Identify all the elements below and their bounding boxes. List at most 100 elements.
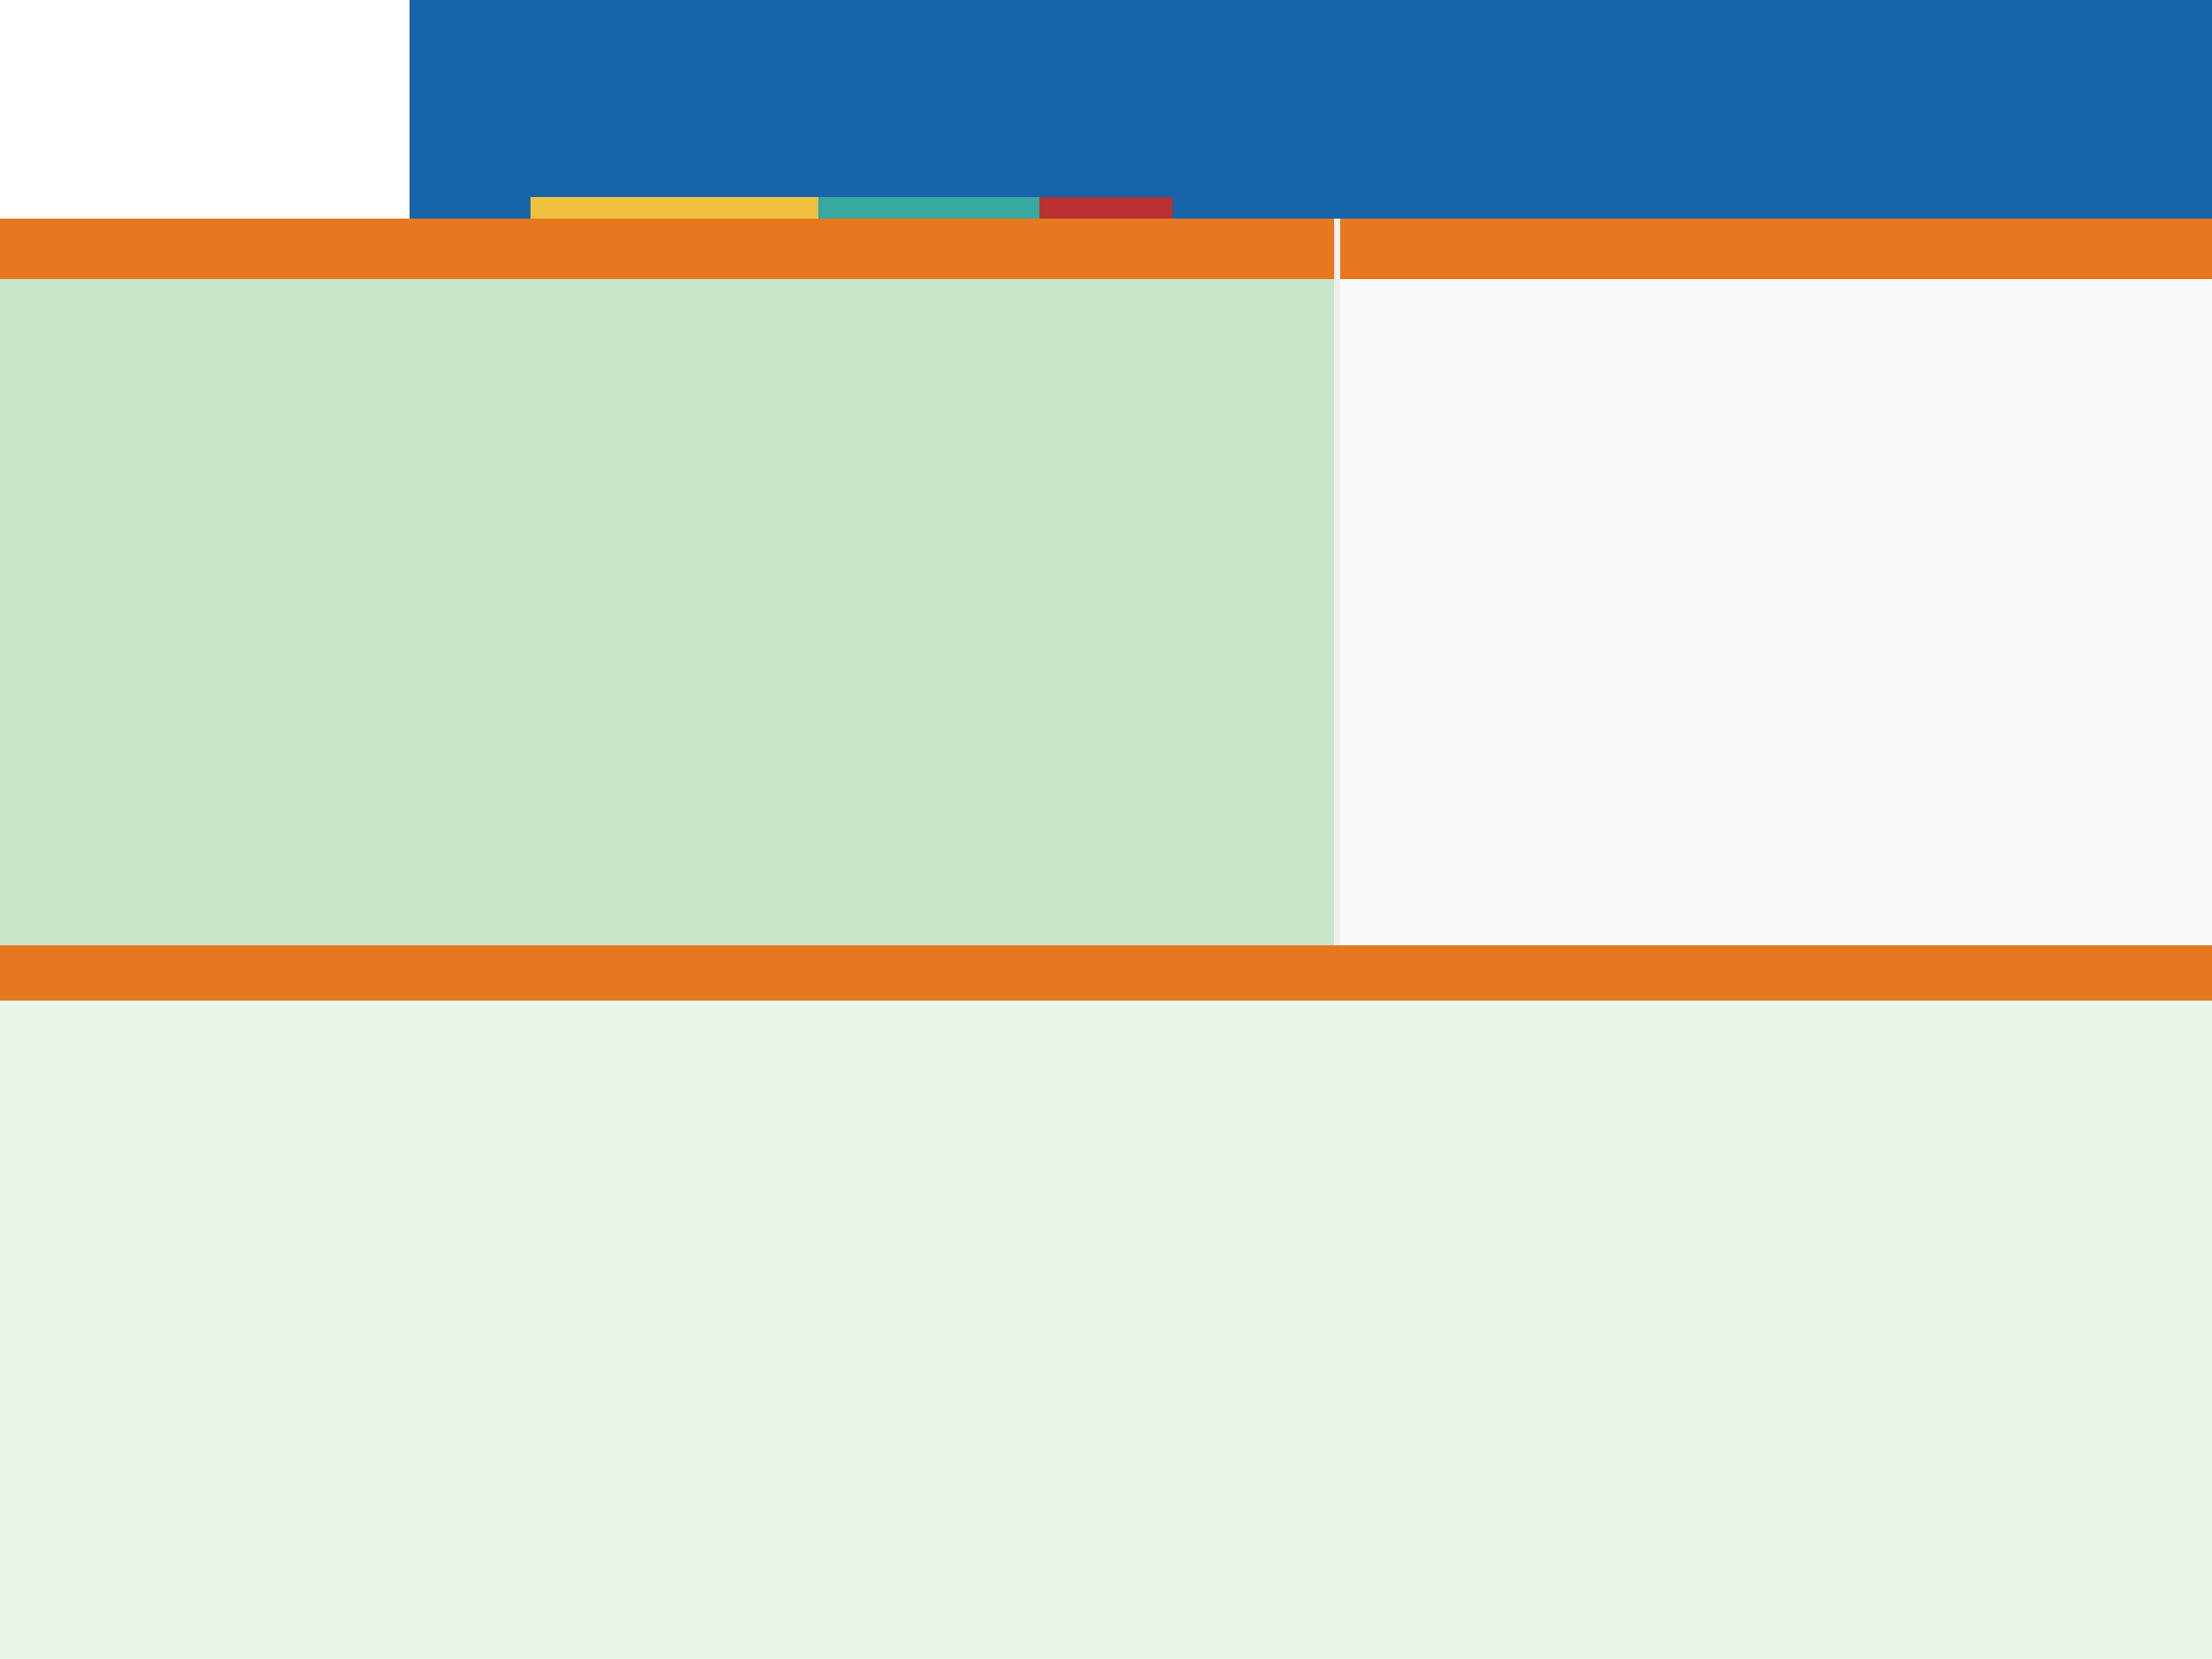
Text: CIGARETTES: CIGARETTES xyxy=(1033,572,1082,581)
Text: Heterosexual: Heterosexual xyxy=(1922,773,1980,781)
Text: Asian: Asian xyxy=(1922,538,1947,546)
Text: CO Level: CO Level xyxy=(1360,879,1407,888)
Text: Age: Age xyxy=(1360,800,1380,808)
Text: Name Brands (n = 30): Name Brands (n = 30) xyxy=(27,1007,108,1015)
Title: Menthol and
Flavors Available: Menthol and Flavors Available xyxy=(1425,994,1482,1012)
Bar xyxy=(1911,659,2203,707)
Text: Cigarettes and no flavored E-cigarettes Available: Cigarettes and no flavored E-cigarettes … xyxy=(1354,576,1582,584)
X-axis label: Unit Price (per cigarette): Unit Price (per cigarette) xyxy=(763,1332,823,1335)
Text: $16.79: $16.79 xyxy=(721,372,737,375)
Bar xyxy=(650,665,761,876)
Text: Female: Female xyxy=(1922,348,1953,357)
Text: JUUL Virginia Tobacco: JUUL Virginia Tobacco xyxy=(675,1022,726,1025)
Bar xyxy=(801,705,1314,936)
Text: JUU: JUU xyxy=(699,398,706,401)
Text: Supported by: NCI and FDA: Supported by: NCI and FDA xyxy=(131,1627,210,1634)
Bar xyxy=(400,665,511,876)
Text: 2%: 2% xyxy=(2179,538,2192,546)
Text: $16.79: $16.79 xyxy=(283,372,299,375)
Legend: Menthol & Flavors, Menthol & No Flavors, Non-Menthol & Flavors, Non-Menthol & No: Menthol & Flavors, Menthol & No Flavors,… xyxy=(29,1279,108,1309)
Title: Non-Menthol and
Flavors Available: Non-Menthol and Flavors Available xyxy=(1916,994,1973,1012)
Bar xyxy=(352,382,451,612)
Text: Sharma, & Richard J. O’Connor, Amanda J. Quisenberry: Sharma, & Richard J. O’Connor, Amanda J.… xyxy=(1626,81,1874,90)
Text: but only among name brand: but only among name brand xyxy=(343,1455,456,1462)
Text: 4%: 4% xyxy=(2179,820,2192,830)
Y-axis label: Nicotine Purchased (mg): Nicotine Purchased (mg) xyxy=(0,1428,2,1511)
Text: Race: Race xyxy=(1922,395,1947,405)
Text: • Within-participant comparison with: • Within-participant comparison with xyxy=(1354,307,1524,315)
Text: name brand (top) and native: name brand (top) and native xyxy=(343,1145,458,1151)
Text: Nicorette Cinnamon Gum: Nicorette Cinnamon Gum xyxy=(982,1022,1042,1025)
Bar xyxy=(24,382,124,612)
Text: $18.99: $18.99 xyxy=(71,655,88,659)
Text: and no flavored E-cigarettes Available; Non-menthol: and no flavored E-cigarettes Available; … xyxy=(1354,539,1597,547)
Text: Cigarettes Per Day: Cigarettes Per Day xyxy=(1360,839,1462,848)
Title: Menthol and No Flavors Available: Menthol and No Flavors Available xyxy=(743,1327,843,1332)
Text: reveled even with this small: reveled even with this small xyxy=(343,1264,453,1271)
Bar xyxy=(1911,282,2203,328)
Bar xyxy=(148,665,261,876)
Text: FTND Score: FTND Score xyxy=(1360,919,1422,927)
Bar xyxy=(1911,566,2203,612)
Text: 11%: 11% xyxy=(2172,584,2192,592)
Text: Newport: Newport xyxy=(827,362,874,370)
Text: More than one: More than one xyxy=(1922,584,1984,592)
Text: ROSWELL: ROSWELL xyxy=(219,45,310,61)
Text: The Experimental Tobacco Marketplace (ETM): The Experimental Tobacco Marketplace (ET… xyxy=(436,241,898,257)
Text: JUUL Mango: JUUL Mango xyxy=(1084,1022,1113,1025)
Text: 4%: 4% xyxy=(2179,868,2192,876)
Text: $16.79: $16.79 xyxy=(394,372,409,375)
Bar xyxy=(11,295,774,362)
Bar xyxy=(1911,896,2203,942)
Text: Nicorette Gum White Ice: Nicorette Gum White Ice xyxy=(776,1007,836,1012)
Text: Nicorette Lozenges Mint: Nicorette Lozenges Mint xyxy=(982,1007,1040,1012)
Text: Flavored E-cigarettes Available; Menthol Cigarettes: Flavored E-cigarettes Available; Menthol… xyxy=(1354,503,1593,511)
Text: Heat maps depicting attention to features during purchasing sessions under four : Heat maps depicting attention to feature… xyxy=(1217,1644,2046,1649)
Y-axis label: mg of Nicotine Purchased: mg of Nicotine Purchased xyxy=(905,1145,909,1204)
Text: Sexual Orientation: Sexual Orientation xyxy=(1922,725,2013,735)
Text: $6.79: $6.79 xyxy=(573,655,586,659)
Text: potential flavor policy: potential flavor policy xyxy=(343,1097,429,1103)
Text: • Eye-tracking while completing ETM Conditions: • Eye-tracking while completing ETM Cond… xyxy=(1354,619,1573,627)
Legend: Menthol & Flavors, Menthol & No Flavors, Non-Menthol & Flavors, Non-Menthol & No: Menthol & Flavors, Menthol & No Flavors,… xyxy=(29,1586,108,1616)
Bar xyxy=(1911,377,2203,423)
Text: JUU: JUU xyxy=(588,398,597,401)
Bar xyxy=(1349,825,1902,863)
X-axis label: Unit Price (per cigarette): Unit Price (per cigarette) xyxy=(128,1329,212,1335)
Text: function as a substitute: function as a substitute xyxy=(343,1359,436,1367)
Text: Snus Winterchill: Snus Winterchill xyxy=(675,1007,712,1012)
X-axis label: Unit Price (per cigarette): Unit Price (per cigarette) xyxy=(1031,1631,1091,1634)
Text: substitution under four: substitution under four xyxy=(343,1072,434,1080)
Text: 35%: 35% xyxy=(2172,443,2192,451)
Text: Skoal Chew Long Cut Mint: Skoal Chew Long Cut Mint xyxy=(880,1007,940,1012)
Text: $2.71: $2.71 xyxy=(66,372,80,375)
Text: among Menthol Smokers in Simulated Flavor Bans: among Menthol Smokers in Simulated Flavo… xyxy=(498,131,1214,156)
Text: $16.79: $16.79 xyxy=(611,372,626,375)
Title: Non-Menthol and No Flavors Available: Non-Menthol and No Flavors Available xyxy=(1002,1327,1119,1332)
Text: 46 Menthol Cigarette Smokers: 46 Menthol Cigarette Smokers xyxy=(1354,703,1515,712)
Text: Results: Results xyxy=(1064,962,1148,984)
Bar xyxy=(1911,423,2203,471)
Text: PARK®: PARK® xyxy=(219,91,285,108)
Bar xyxy=(274,665,387,876)
Text: JUUL Classic Tobacco: JUUL Classic Tobacco xyxy=(776,1022,827,1025)
Text: • Conditions: Menthol Cigarettes and Flavored E-: • Conditions: Menthol Cigarettes and Fla… xyxy=(1354,430,1575,438)
Text: menthol cigarettes are: menthol cigarettes are xyxy=(343,1239,434,1248)
Bar xyxy=(27,25,188,186)
Text: Roswell Park Comprehensive Cancer Center, Buffalo, NY 14263: Roswell Park Comprehensive Cancer Center… xyxy=(1626,158,1891,166)
Text: $10.99: $10.99 xyxy=(827,421,849,430)
Text: sample.: sample. xyxy=(343,1287,374,1296)
Title: Non-Menthol and Flavors Available: Non-Menthol and Flavors Available xyxy=(1009,1029,1113,1034)
Text: Bisexual: Bisexual xyxy=(1922,868,1958,876)
Text: 78%: 78% xyxy=(2172,773,2192,781)
Bar xyxy=(679,382,779,612)
Text: COMPREHENSIVE CANCER CENTER: COMPREHENSIVE CANCER CENTER xyxy=(219,144,312,148)
Bar xyxy=(1911,848,2203,896)
Text: Native Brands (n=16): Native Brands (n=16) xyxy=(27,1314,106,1322)
Text: brand smokers (bottom).: brand smokers (bottom). xyxy=(343,1168,440,1176)
Bar xyxy=(1349,902,1902,942)
Text: 6.5%: 6.5% xyxy=(2170,914,2192,922)
Bar xyxy=(571,382,668,612)
Bar xyxy=(1349,785,1902,825)
Text: JUU: JUU xyxy=(480,398,487,401)
